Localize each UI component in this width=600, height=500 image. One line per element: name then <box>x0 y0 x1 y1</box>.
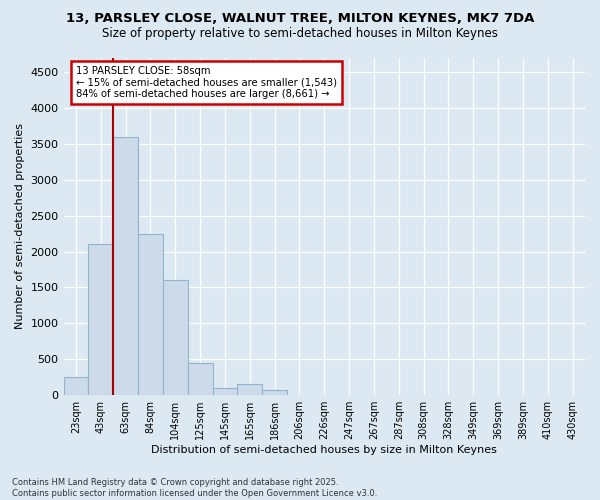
Bar <box>212 388 238 395</box>
Bar <box>188 363 212 395</box>
Bar <box>113 136 138 395</box>
Bar <box>88 244 113 395</box>
Bar <box>238 384 262 395</box>
Text: Contains HM Land Registry data © Crown copyright and database right 2025.
Contai: Contains HM Land Registry data © Crown c… <box>12 478 377 498</box>
Bar <box>138 234 163 395</box>
Bar <box>64 377 88 395</box>
Text: Size of property relative to semi-detached houses in Milton Keynes: Size of property relative to semi-detach… <box>102 28 498 40</box>
Y-axis label: Number of semi-detached properties: Number of semi-detached properties <box>15 124 25 330</box>
Bar <box>262 390 287 395</box>
Text: 13, PARSLEY CLOSE, WALNUT TREE, MILTON KEYNES, MK7 7DA: 13, PARSLEY CLOSE, WALNUT TREE, MILTON K… <box>66 12 534 26</box>
X-axis label: Distribution of semi-detached houses by size in Milton Keynes: Distribution of semi-detached houses by … <box>151 445 497 455</box>
Bar <box>163 280 188 395</box>
Text: 13 PARSLEY CLOSE: 58sqm
← 15% of semi-detached houses are smaller (1,543)
84% of: 13 PARSLEY CLOSE: 58sqm ← 15% of semi-de… <box>76 66 337 100</box>
